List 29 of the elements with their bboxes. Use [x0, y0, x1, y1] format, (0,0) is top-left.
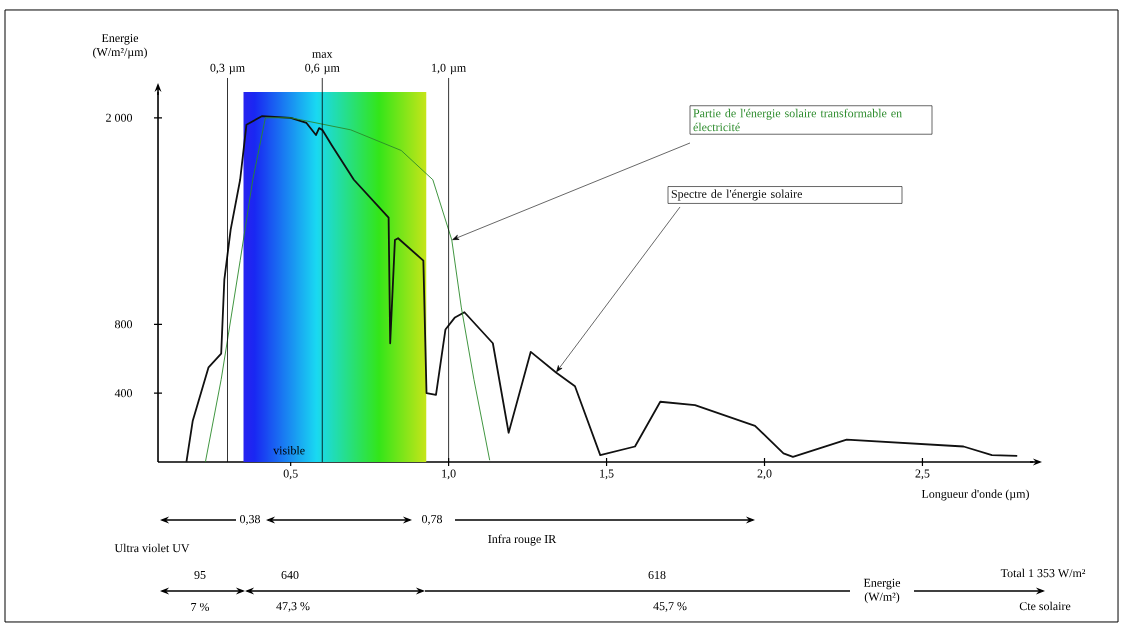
x-tick-label: 2,5: [915, 469, 930, 480]
text: Cte solaire: [1019, 601, 1071, 611]
text: Ultra violet UV: [114, 543, 190, 553]
text: Total 1 353 W/m²: [1000, 568, 1086, 578]
text: Infra rouge IR: [488, 534, 557, 546]
y-axis-title: Energie (W/m²/µm): [93, 34, 147, 59]
ref-line-label: 1,0 µm: [432, 63, 466, 75]
y-tick-label: 2 000: [106, 113, 133, 122]
ref-line-label: max 0,6 µm: [305, 52, 340, 75]
x-tick-label: 2,0: [757, 469, 772, 480]
text: Energie (W/m²): [863, 578, 901, 604]
text: 0,78: [422, 515, 443, 525]
text: Spectre de l'énergie solaire: [671, 189, 802, 201]
ref-line-label: 0,3 µm: [210, 63, 245, 75]
text: 618: [648, 570, 666, 580]
x-tick-label: 1,0: [442, 469, 456, 480]
text: Partie de l'énergie solaire transformable en électricité: [693, 108, 902, 132]
x-tick-label: 0,5: [283, 469, 298, 480]
text: 7 %: [191, 602, 210, 612]
text: 0,38: [240, 515, 261, 525]
text: 45,7 %: [653, 602, 687, 612]
text: 640: [281, 570, 299, 580]
x-axis-title: Longueur d'onde (µm): [921, 489, 1029, 501]
x-tick-label: 1,5: [600, 469, 614, 480]
band-label: visible: [273, 446, 305, 455]
y-tick-label: 400: [114, 389, 133, 398]
y-tick-label: 800: [115, 320, 133, 329]
text: 95: [194, 570, 206, 579]
text: 47,3 %: [276, 602, 310, 612]
